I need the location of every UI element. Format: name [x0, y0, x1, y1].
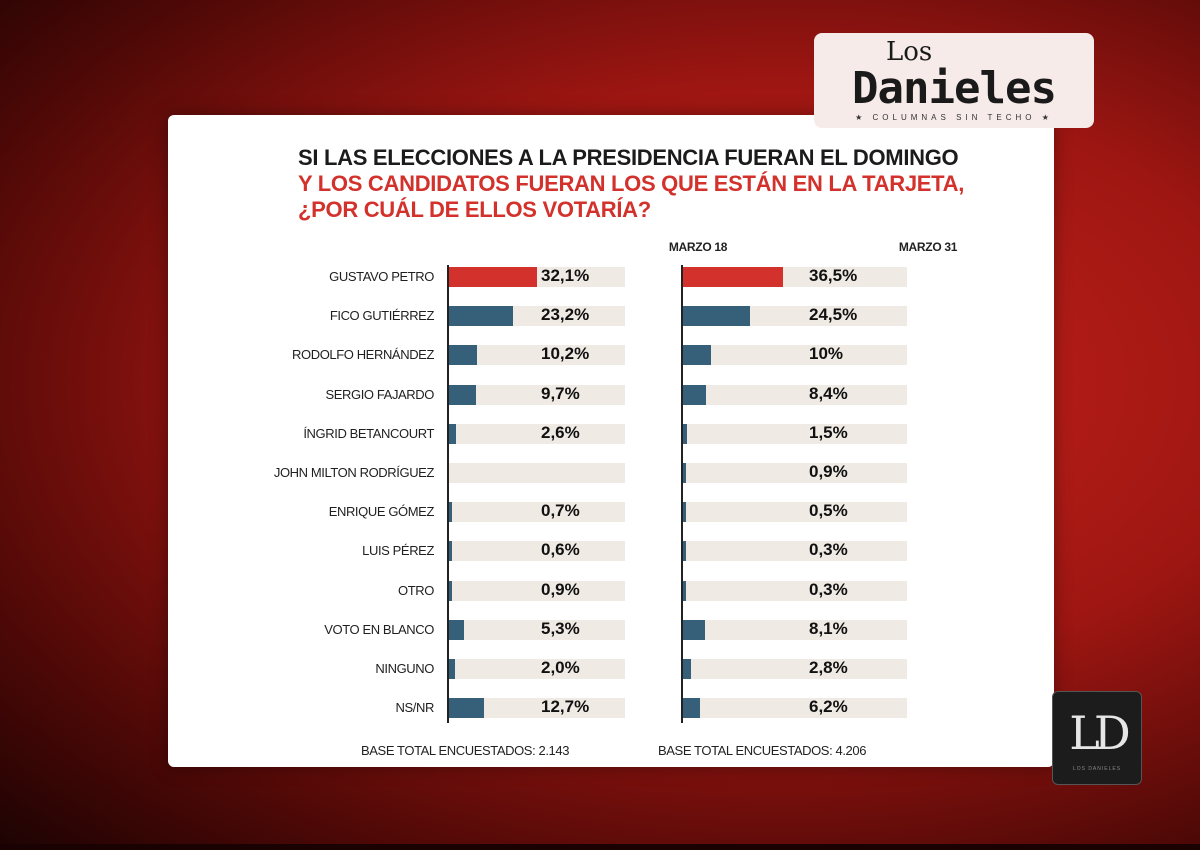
bar: [683, 345, 711, 366]
bar: [449, 384, 476, 405]
data-label: 0,7%: [541, 501, 580, 521]
bar: [683, 306, 751, 327]
data-label: 2,6%: [541, 422, 580, 442]
data-label: 10%: [809, 344, 844, 364]
bar-track: [683, 423, 907, 444]
bar: [683, 698, 701, 719]
bar: [449, 502, 452, 523]
candidate-label: SERGIO FAJARDO: [325, 386, 434, 402]
candidate-label: NS/NR: [395, 700, 435, 716]
bar: [683, 423, 688, 444]
bottom-strip: [0, 844, 1200, 850]
axis-line-marzo-18: [447, 265, 449, 723]
data-label: 0,6%: [541, 540, 580, 560]
data-label: 8,4%: [809, 383, 848, 403]
bar: [449, 659, 455, 679]
data-label: 10,2%: [541, 344, 590, 364]
chart-title: SI LAS ELECCIONES A LA PRESIDENCIA FUERA…: [298, 145, 1018, 223]
data-label: 2,8%: [809, 658, 848, 677]
corner-logo-tagline: LOS DANIELES: [1072, 766, 1122, 772]
bar-track: [683, 580, 907, 601]
bar: [449, 619, 464, 640]
bar: [449, 541, 452, 562]
data-label: 12,7%: [541, 697, 590, 717]
title-line-1: SI LAS ELECCIONES A LA PRESIDENCIA FUERA…: [298, 145, 959, 170]
data-label: 8,1%: [809, 618, 848, 638]
bar: [449, 345, 478, 366]
bar-track: [449, 659, 625, 679]
bar: [449, 698, 484, 719]
candidate-label: GUSTAVO PETRO: [329, 269, 434, 284]
column-header-marzo-31: MARZO 31: [898, 240, 958, 254]
base-marzo-18: BASE TOTAL ENCUESTADOS: 2.143: [361, 743, 570, 758]
bar-track: [683, 384, 907, 405]
data-label: 0,5%: [809, 501, 848, 521]
candidate-label: FICO GUTIÉRREZ: [329, 308, 435, 324]
data-label: 5,3%: [541, 618, 580, 638]
logo-tagline: ★ COLUMNAS SIN TECHO ★: [855, 113, 1053, 122]
bar-track: [449, 502, 625, 523]
bar-track: [449, 345, 625, 366]
bar-track: [449, 580, 625, 601]
data-label: 36,5%: [809, 266, 858, 285]
chart-card: SI LAS ELECCIONES A LA PRESIDENCIA FUERA…: [168, 115, 1054, 767]
corner-logo-text: LD: [1069, 706, 1130, 760]
title-line-2: Y LOS CANDIDATOS FUERAN LOS QUE ESTÁN EN…: [298, 171, 965, 196]
bar-track: [683, 463, 907, 483]
bar-track: [449, 423, 625, 444]
bar: [449, 580, 452, 601]
bar-track: [683, 541, 907, 562]
bar-track: [449, 541, 625, 562]
bar: [449, 423, 457, 444]
bar-track: [449, 463, 625, 483]
bar: [683, 541, 686, 562]
bar-track: [683, 619, 907, 640]
data-label: 6,2%: [809, 697, 848, 717]
los-danieles-logo: Los Danieles ★ COLUMNAS SIN TECHO ★: [814, 33, 1094, 128]
data-label: 0,3%: [809, 579, 848, 599]
bar-track: [449, 384, 625, 405]
bar-track: [683, 502, 907, 523]
bar: [449, 306, 513, 327]
logo-top-text: Los: [886, 37, 933, 67]
data-label: 32,1%: [541, 266, 590, 285]
candidate-label: RODOLFO HERNÁNDEZ: [292, 347, 434, 363]
data-label: 9,7%: [541, 383, 580, 403]
data-label: 2,0%: [541, 658, 580, 677]
candidate-label: LUIS PÉREZ: [362, 543, 434, 559]
bar: [683, 463, 686, 483]
corner-ld-logo: LD LOS DANIELES: [1052, 691, 1142, 785]
candidate-label: VOTO EN BLANCO: [324, 621, 434, 637]
base-marzo-31: BASE TOTAL ENCUESTADOS: 4.206: [658, 743, 867, 758]
candidate-label: JOHN MILTON RODRÍGUEZ: [273, 465, 435, 480]
candidate-label: OTRO: [398, 582, 434, 598]
bar: [683, 384, 707, 405]
data-label: 0,9%: [809, 462, 848, 481]
bar: [683, 580, 686, 601]
bar: [683, 619, 706, 640]
bar: [683, 267, 784, 287]
title-line-3: ¿POR CUÁL DE ELLOS VOTARÍA?: [298, 197, 651, 222]
data-label: 1,5%: [809, 422, 848, 442]
candidate-label: ÍNGRID BETANCOURT: [303, 425, 434, 441]
bar-track: [449, 619, 625, 640]
data-label: 24,5%: [809, 305, 858, 325]
data-label: 0,9%: [541, 579, 580, 599]
column-header-marzo-18: MARZO 18: [668, 240, 728, 254]
logo-main-text: Danieles: [852, 63, 1057, 114]
bar-track: [683, 698, 907, 719]
bar: [449, 267, 538, 287]
data-label: 0,3%: [809, 540, 848, 560]
bar: [683, 659, 691, 679]
bar-track: [683, 345, 907, 366]
candidate-label: NINGUNO: [375, 661, 434, 676]
axis-line-marzo-31: [681, 265, 683, 723]
candidate-label: ENRIQUE GÓMEZ: [328, 504, 435, 520]
bar-track: [683, 659, 907, 679]
bar-track: [449, 698, 625, 719]
bar: [683, 502, 686, 523]
data-label: 23,2%: [541, 305, 590, 325]
